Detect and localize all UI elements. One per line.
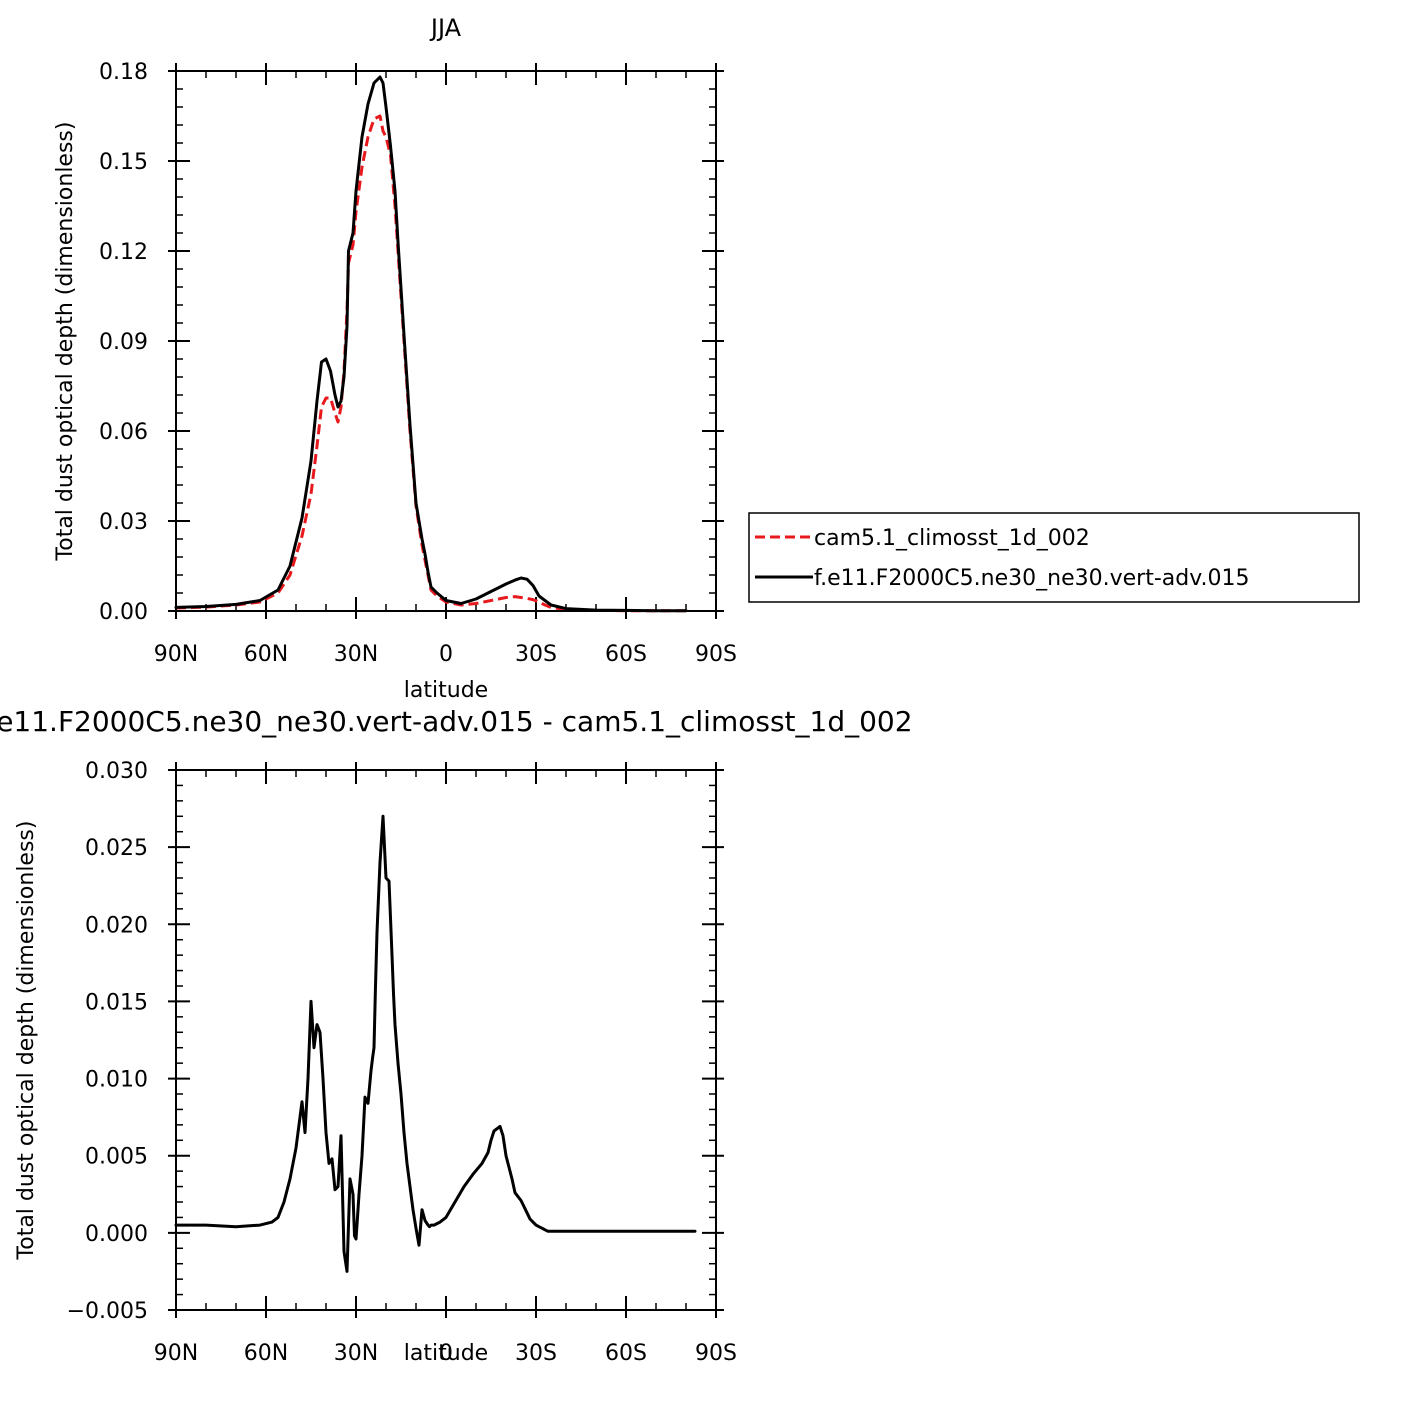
top-ytick-label: 0.18 [99,60,148,85]
top-ytick-label: 0.03 [99,510,148,535]
top-chart-ylabel: Total dust optical depth (dimensionless) [53,122,78,562]
bottom-ytick-label: 0.030 [85,759,148,784]
bottom-series-line-0 [174,814,697,1273]
legend-label-f2000c5: f.e11.F2000C5.ne30_ne30.vert-adv.015 [814,566,1250,591]
top-xtick-label: 60N [244,642,288,667]
top-ytick-label: 0.09 [99,330,148,355]
top-chart-legend: cam5.1_climosst_1d_002 f.e11.F2000C5.ne3… [748,512,1360,603]
legend-box [748,512,1360,603]
top-ytick-label: 0.06 [99,420,148,445]
top-chart-panel: JJA 90N 60N 30N 0 30S 60S 90S 0.00 0.03 0.06 0.09 0… [53,14,737,703]
bottom-ytick-label: 0.025 [85,836,148,861]
top-ytick-label: 0.15 [99,150,148,175]
top-chart-tick-labels: 90N 60N 30N 0 30S 60S 90S 0.00 0.03 0.06 0.09 0.12 0… [99,60,737,667]
bottom-xtick-label: 60N [244,1341,288,1366]
top-chart-frame [175,70,717,612]
bottom-xtick-label: 0 [439,1341,453,1366]
legend-label-cam5: cam5.1_climosst_1d_002 [814,526,1090,551]
top-ytick-label: 0.12 [99,240,148,265]
bottom-chart-tick-labels: 90N 60N 30N 0 30S 60S 90S −0.005 0.000 0.005 0.010… [67,759,737,1366]
top-xtick-label: 60S [605,642,647,667]
bottom-ytick-label: 0.005 [85,1145,148,1170]
bottom-chart-xlabel: latitude [404,1341,488,1366]
bottom-xtick-label: 30N [334,1341,378,1366]
top-xtick-label: 0 [439,642,453,667]
bottom-chart-frame [175,769,717,1311]
top-series-line-1 [174,75,688,613]
top-chart-title: JJA [429,14,462,42]
bottom-chart-panel: f.e11.F2000C5.ne30_ne30.vert-adv.015 - c… [0,705,913,1366]
bottom-ytick-label: 0.020 [85,913,148,938]
top-chart-series [174,75,688,613]
top-chart-ticks [168,63,724,619]
bottom-ytick-label: −0.005 [67,1299,148,1324]
bottom-xtick-label: 60S [605,1341,647,1366]
top-ytick-label: 0.00 [99,600,148,625]
top-series-line-0 [175,114,686,613]
top-xtick-label: 30N [334,642,378,667]
bottom-ytick-label: 0.015 [85,990,148,1015]
bottom-chart-ticks [168,762,724,1318]
bottom-chart-ylabel: Total dust optical depth (dimensionless) [14,821,39,1261]
top-chart-xlabel: latitude [404,678,488,703]
top-xtick-label: 30S [515,642,557,667]
bottom-chart-title: f.e11.F2000C5.ne30_ne30.vert-adv.015 - c… [0,705,913,738]
bottom-xtick-label: 90N [154,1341,198,1366]
bottom-ytick-label: 0.010 [85,1068,148,1093]
bottom-xtick-label: 30S [515,1341,557,1366]
bottom-ytick-label: 0.000 [85,1222,148,1247]
bottom-xtick-label: 90S [695,1341,737,1366]
top-xtick-label: 90S [695,642,737,667]
top-xtick-label: 90N [154,642,198,667]
bottom-chart-series [174,814,697,1273]
